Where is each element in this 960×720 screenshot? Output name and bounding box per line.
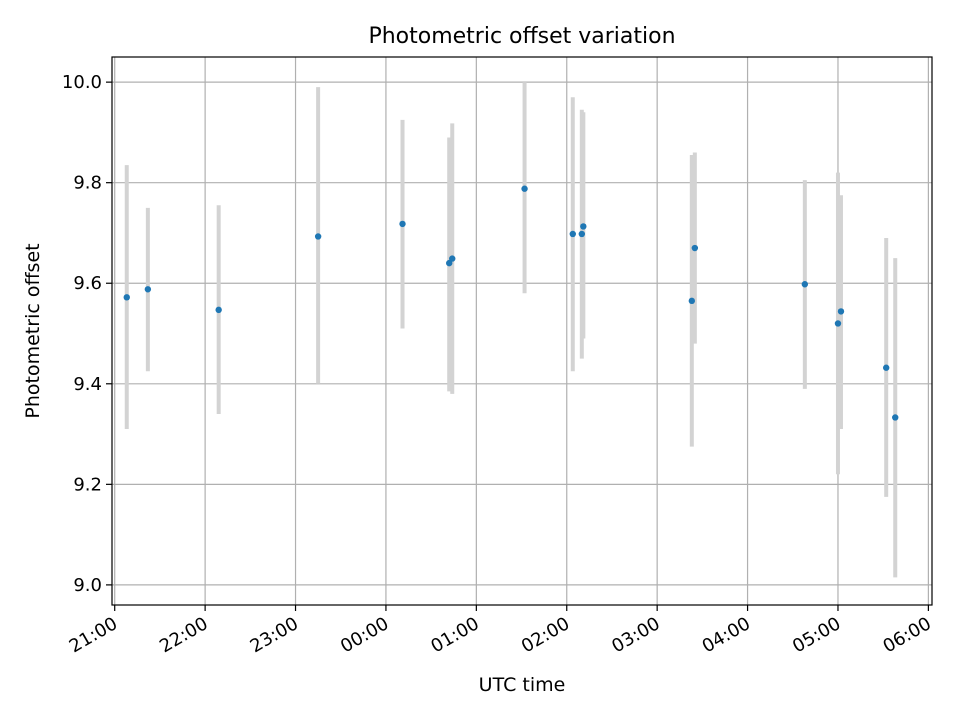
data-point (314, 233, 322, 240)
x-tick-label: 03:00 (608, 613, 663, 657)
data-points (123, 185, 899, 421)
x-tick-label: 02:00 (518, 613, 573, 657)
y-ticks: 9.0 9.2 9.4 9.6 9.8 10.0 (62, 72, 112, 596)
y-tick-label: 9.6 (73, 273, 102, 294)
data-point (578, 230, 586, 238)
y-axis-label: Photometric offset (22, 243, 44, 418)
data-point (521, 185, 528, 192)
plot-frame (111, 56, 933, 606)
y-tick-label: 9.2 (73, 474, 102, 495)
chart-title: Photometric offset variation (368, 24, 675, 49)
data-point (688, 297, 696, 305)
x-tick-label: 23:00 (247, 613, 302, 657)
x-tick-label: 00:00 (337, 613, 392, 657)
data-point (691, 244, 699, 252)
data-point (446, 259, 453, 267)
data-point (834, 320, 842, 327)
data-point (144, 286, 152, 293)
grid-lines (112, 57, 932, 605)
x-ticks: 21:00 22:00 23:00 00:00 01:00 02:00 03:00 04:00… (66, 605, 935, 657)
x-tick-label: 21:00 (66, 613, 121, 657)
x-tick-label: 22:00 (156, 613, 211, 657)
data-point (837, 308, 845, 315)
y-tick-label: 9.4 (73, 374, 102, 395)
y-tick-label: 10.0 (62, 72, 102, 93)
data-point (580, 223, 587, 230)
error-bars (124, 82, 898, 578)
x-tick-label: 05:00 (789, 613, 844, 657)
data-point (892, 414, 899, 421)
data-point (399, 220, 406, 228)
data-point (569, 230, 576, 238)
x-tick-label: 01:00 (427, 613, 482, 657)
x-tick-label: 06:00 (879, 613, 934, 657)
x-axis-label: UTC time (479, 674, 566, 696)
data-point (215, 306, 222, 314)
x-tick-label: 04:00 (699, 613, 754, 657)
data-point (449, 255, 456, 262)
y-tick-label: 9.0 (73, 575, 102, 596)
y-tick-label: 9.8 (73, 173, 102, 194)
data-point (801, 281, 809, 288)
data-point (882, 364, 890, 371)
data-point (123, 294, 130, 301)
